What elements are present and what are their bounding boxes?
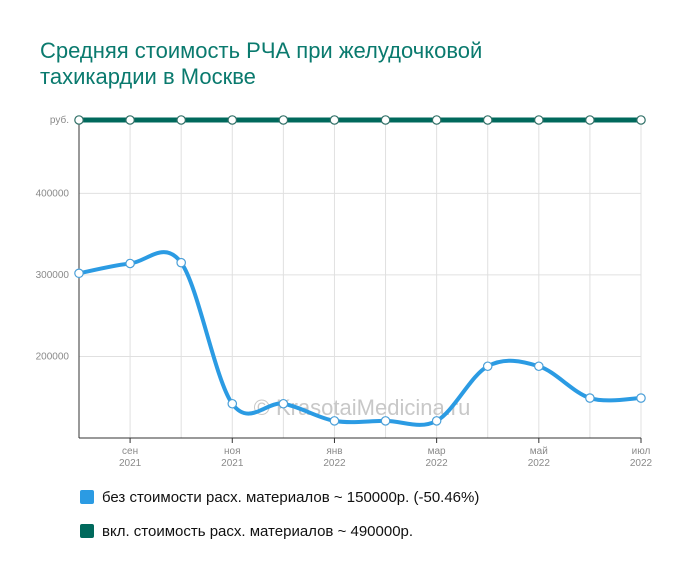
data-point-series-1 <box>482 361 493 372</box>
data-point-series-1 <box>176 257 186 268</box>
data-point-series-1 <box>125 258 135 269</box>
data-point-series-2 <box>534 115 544 125</box>
x-tick-year: 2022 <box>630 458 653 469</box>
x-tick-month: ноя <box>224 446 241 457</box>
y-tick-label: 300000 <box>36 270 70 281</box>
data-point-series-1 <box>380 416 391 426</box>
legend-item-series-2[interactable]: вкл. стоимость расх. материалов ~ 490000… <box>80 522 479 540</box>
legend-label-series-2: вкл. стоимость расх. материалов ~ 490000… <box>102 522 414 540</box>
x-tick-month: янв <box>326 446 342 457</box>
data-point-series-2 <box>380 115 391 125</box>
y-axis-label: руб. <box>50 114 69 126</box>
x-tick-year: 2021 <box>119 458 142 469</box>
data-point-series-1 <box>534 361 544 372</box>
x-tick-year: 2021 <box>221 458 244 469</box>
data-point-series-2 <box>636 115 646 125</box>
legend-swatch-series-2 <box>80 524 94 538</box>
data-point-series-1 <box>329 416 340 426</box>
x-tick-month: июл <box>632 446 651 457</box>
data-point-series-2 <box>125 115 135 125</box>
data-point-series-1 <box>585 393 595 403</box>
legend: без стоимости расх. материалов ~ 150000р… <box>80 488 479 556</box>
data-point-series-1 <box>227 398 238 409</box>
x-tick-year: 2022 <box>426 458 449 469</box>
x-tick-year: 2022 <box>528 458 551 469</box>
x-tick-month: сен <box>122 446 138 457</box>
data-point-series-1 <box>278 398 289 409</box>
data-point-series-2 <box>227 115 238 125</box>
data-point-series-1 <box>74 268 84 279</box>
y-tick-label: 400000 <box>36 188 70 199</box>
x-tick-month: мар <box>428 446 446 457</box>
data-point-series-2 <box>431 115 442 125</box>
legend-swatch-series-1 <box>80 490 94 504</box>
data-point-series-2 <box>585 115 595 125</box>
data-point-series-1 <box>431 416 442 426</box>
x-tick-year: 2022 <box>323 458 346 469</box>
x-tick-month: май <box>530 446 548 457</box>
chart-title: Средняя стоимость РЧА при желудочковой т… <box>40 38 483 89</box>
data-point-series-2 <box>74 115 84 125</box>
y-tick-label: 200000 <box>36 351 70 362</box>
legend-item-series-1[interactable]: без стоимости расх. материалов ~ 150000р… <box>80 488 479 506</box>
line-chart: 200000300000400000руб.сен2021ноя2021янв2… <box>36 114 653 469</box>
data-point-series-2 <box>176 115 186 125</box>
legend-label-series-1: без стоимости расх. материалов ~ 150000р… <box>102 488 480 506</box>
data-point-series-2 <box>278 115 289 125</box>
data-point-series-2 <box>329 115 340 125</box>
watermark-text: © KrasotaiMedicina.ru <box>254 395 471 420</box>
data-point-series-1 <box>636 393 646 403</box>
data-point-series-2 <box>482 115 493 125</box>
